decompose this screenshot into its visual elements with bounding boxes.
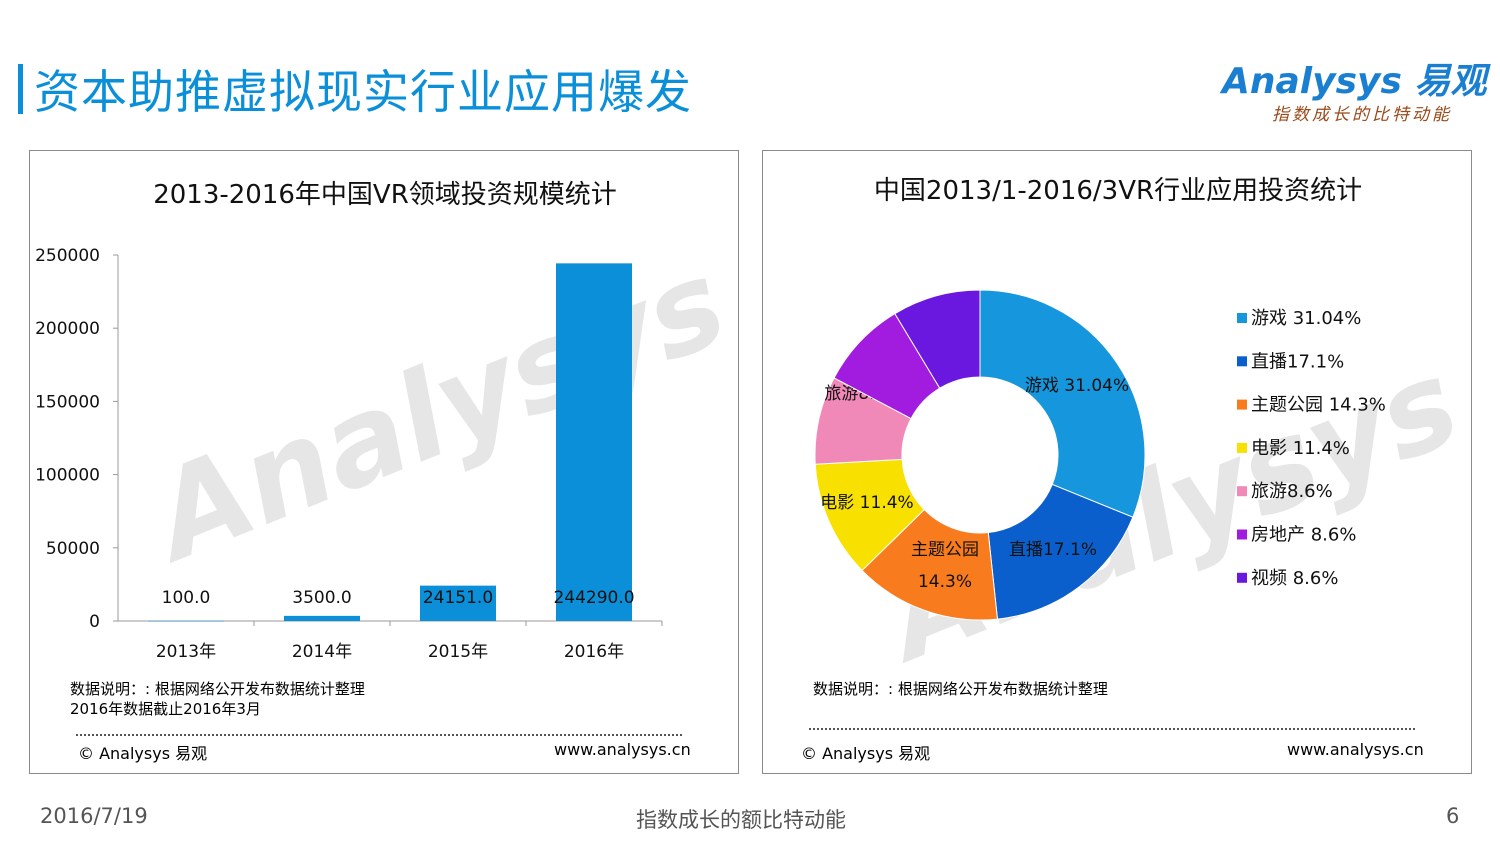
title-accent-bar	[18, 64, 23, 114]
legend-entry: 旅游8.6%	[1251, 481, 1333, 502]
dotted-divider	[809, 728, 1415, 730]
data-note-cutoff: 2016年数据截止2016年3月	[70, 700, 261, 718]
donut-slice-7	[894, 289, 981, 389]
y-tick-label: 0	[89, 612, 100, 632]
page-title: 资本助推虚拟现实行业应用爆发	[34, 65, 692, 119]
footer-slogan: 指数成长的额比特动能	[636, 808, 846, 832]
legend-entry: 游戏 31.04%	[1251, 308, 1361, 329]
page-number: 6	[1446, 804, 1460, 828]
legend-swatch	[1237, 356, 1247, 367]
copyright-text: © Analysys 易观	[78, 744, 208, 763]
footer-date: 2016/7/19	[40, 804, 148, 828]
bar-data-label: 244290.0	[553, 588, 634, 608]
x-tick-label: 2016年	[564, 642, 624, 662]
slice-data-label: 主题公园 14.3%	[911, 540, 979, 592]
bar	[148, 620, 224, 622]
data-note: 数据说明：: 根据网络公开发布数据统计整理	[70, 680, 365, 698]
legend-swatch	[1237, 572, 1247, 583]
logo-text: Analysys 易观	[1222, 61, 1487, 102]
dotted-divider	[76, 734, 682, 736]
chart-title: 中国2013/1-2016/3VR行业应用投资统计	[874, 176, 1362, 206]
bar	[556, 263, 632, 621]
bar-chart-panel: Analysys 2013-2016年中国VR领域投资规模统计 0 50000 100…	[29, 150, 739, 774]
bar	[284, 615, 360, 621]
x-tick-label: 2013年	[156, 642, 216, 662]
legend-entry: 电影 11.4%	[1251, 438, 1350, 459]
legend-swatch	[1237, 529, 1247, 540]
y-tick-label: 150000	[35, 392, 100, 412]
slice-data-label: 直播17.1%	[1009, 540, 1097, 560]
x-tick-label: 2015年	[428, 642, 488, 662]
x-tick-label: 2014年	[292, 642, 352, 662]
donut-slice-1	[979, 289, 1146, 518]
slice-data-label: 游戏 31.04%	[1025, 376, 1129, 396]
legend-entry: 直播17.1%	[1251, 351, 1344, 372]
slice-data-label: 电影 11.4%	[820, 493, 913, 513]
y-tick-label: 100000	[35, 466, 100, 486]
chart-title: 2013-2016年中国VR领域投资规模统计	[153, 180, 617, 210]
legend-swatch	[1237, 399, 1247, 410]
bar	[420, 585, 496, 621]
legend-entry: 主题公园 14.3%	[1251, 395, 1386, 416]
y-tick-label: 200000	[35, 319, 100, 339]
logo-slogan: 指数成长的比特动能	[1272, 105, 1452, 125]
legend-swatch	[1237, 313, 1247, 323]
data-note: 数据说明：: 根据网络公开发布数据统计整理	[813, 680, 1108, 698]
bar-data-label: 3500.0	[292, 588, 351, 608]
legend-entry: 房地产 8.6%	[1251, 525, 1356, 546]
bar-chart: 2013-2016年中国VR领域投资规模统计 0 50000 100000 150000…	[35, 180, 663, 662]
legend-swatch	[1237, 486, 1247, 497]
donut-slice-2	[987, 483, 1134, 620]
website-link[interactable]: www.analysys.cn	[554, 740, 691, 759]
website-link[interactable]: www.analysys.cn	[1287, 740, 1424, 759]
brand-logo: Analysys 易观 指数成长的比特动能	[1222, 52, 1486, 132]
bar-data-label: 100.0	[162, 588, 211, 608]
y-tick-label: 250000	[35, 246, 100, 266]
copyright-text: © Analysys 易观	[801, 744, 931, 763]
donut-chart-panel: Analysys 中国2013/1-2016/3VR行业应用投资统计 游戏 31.…	[762, 150, 1472, 774]
y-tick-label: 50000	[46, 539, 100, 559]
legend-swatch	[1237, 442, 1247, 453]
legend-entry: 视频 8.6%	[1251, 568, 1338, 589]
bar-data-label: 24151.0	[423, 588, 493, 608]
